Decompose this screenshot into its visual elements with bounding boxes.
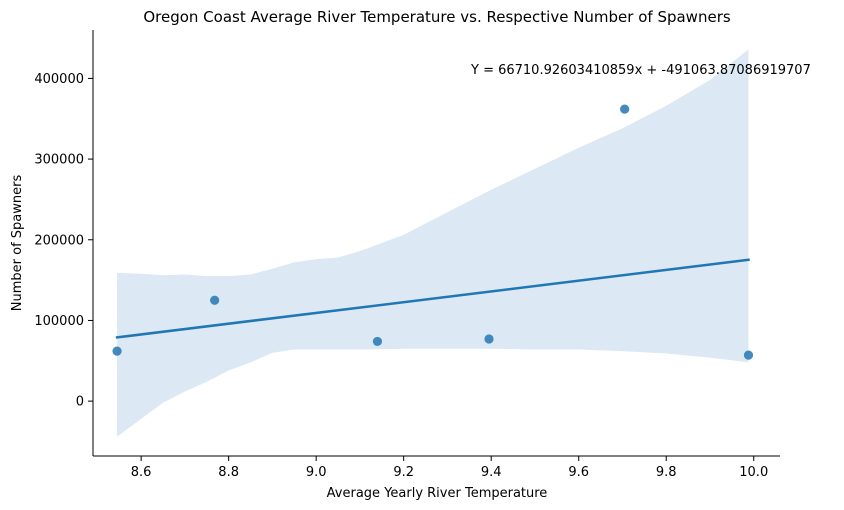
y-tick-label: 400000 [34,72,84,87]
x-tick-label: 9.2 [393,465,414,480]
x-tick-label: 9.0 [306,465,327,480]
confidence-band [117,49,749,437]
regression-line-layer [115,258,750,339]
y-axis-label: Number of Spawners [10,175,25,312]
x-tick-label: 9.4 [481,465,502,480]
y-tick-label: 300000 [34,153,84,168]
regression-line [115,258,750,339]
data-point-6 [743,350,754,360]
x-tick-label: 9.8 [656,465,677,480]
confidence-band-layer [117,49,749,437]
x-ticks: 8.6 8.8 9.0 9.2 9.4 9.6 9.8 10.0 [131,456,768,480]
y-tick-label: 100000 [34,314,84,329]
data-point-1 [112,346,122,356]
y-tick-label: 0 [76,395,84,410]
x-tick-label: 10.0 [739,465,768,480]
axes [92,30,780,457]
data-point-4 [484,334,494,344]
chart-title: Oregon Coast Average River Temperature v… [143,8,731,26]
y-tick-label: 200000 [34,233,84,248]
x-axis-label: Average Yearly River Temperature [327,486,548,501]
x-tick-label: 9.6 [568,465,589,480]
data-points-layer [112,104,754,360]
x-tick-label: 8.6 [131,465,152,480]
data-point-5 [620,104,630,114]
y-ticks: 0 100000 200000 300000 400000 [34,72,93,410]
x-tick-label: 8.8 [218,465,239,480]
regression-equation: Y = 66710.92603410859x + -491063.8708691… [470,63,811,78]
data-point-3 [372,336,383,347]
data-point-2 [210,295,220,305]
